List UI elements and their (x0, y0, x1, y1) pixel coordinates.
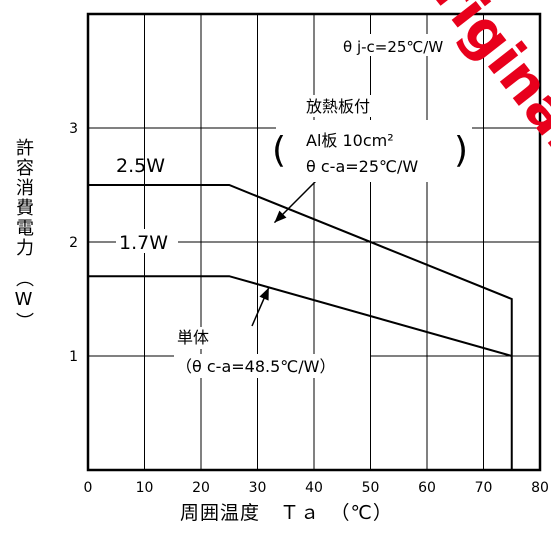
series-label-2.5w: 2.5W (116, 155, 165, 177)
y-tick-label-2: 2 (69, 235, 78, 251)
series-label-1.7w: 1.7W (119, 232, 168, 254)
heatsink-theta: θ c-a=25℃/W (306, 157, 418, 176)
heatsink-title: 放熱板付 (306, 97, 370, 116)
left-paren: ( (272, 130, 286, 171)
annotations: 2.5W 1.7W θ j-c=25℃/W 放熱板付 () Al板 10cm² θ c-a=… (116, 34, 480, 378)
tick-labels: 0 10 20 30 40 50 60 70 80 1 2 3 (69, 121, 549, 496)
single-theta: （θ c-a=48.5℃/W） (176, 357, 335, 376)
heatsink-title-bg (302, 95, 382, 117)
arrow-single-head (259, 287, 269, 301)
arrows (251, 180, 317, 327)
heatsink-plate: Al板 10cm² (306, 131, 394, 150)
x-axis-label: 周囲温度 Ｔａ （℃） (180, 502, 393, 524)
x-tick-label-20: 20 (192, 480, 210, 496)
x-tick-label-60: 60 (418, 480, 436, 496)
x-tick-label-0: 0 (84, 480, 93, 496)
series-line-single (88, 275, 513, 357)
arrow-heatsink-head (274, 210, 287, 223)
y-tick-label-3: 3 (69, 121, 78, 137)
single-theta-bg (174, 354, 370, 378)
single-title: 単体 (177, 328, 209, 347)
x-tick-label-50: 50 (362, 480, 380, 496)
theta-jc-bg (340, 34, 480, 56)
heatsink-detail-bg (276, 120, 472, 182)
y-tick-label-1: 1 (69, 349, 78, 365)
x-tick-label-30: 30 (249, 480, 267, 496)
series-lines (88, 184, 513, 470)
series-label-1.7w-bg (116, 229, 178, 253)
x-tick-label-80: 80 (531, 480, 549, 496)
series-line-heatsink (88, 184, 513, 470)
right-paren: ) (454, 130, 468, 171)
x-tick-label-70: 70 (475, 480, 493, 496)
theta-jc-label: θ j-c=25℃/W (343, 38, 443, 56)
x-tick-label-40: 40 (305, 480, 323, 496)
y-axis-label: 許容消費電力 （W） (13, 138, 34, 332)
plot-frame (86, 12, 542, 472)
single-title-bg (174, 327, 228, 349)
x-tick-label-10: 10 (136, 480, 154, 496)
